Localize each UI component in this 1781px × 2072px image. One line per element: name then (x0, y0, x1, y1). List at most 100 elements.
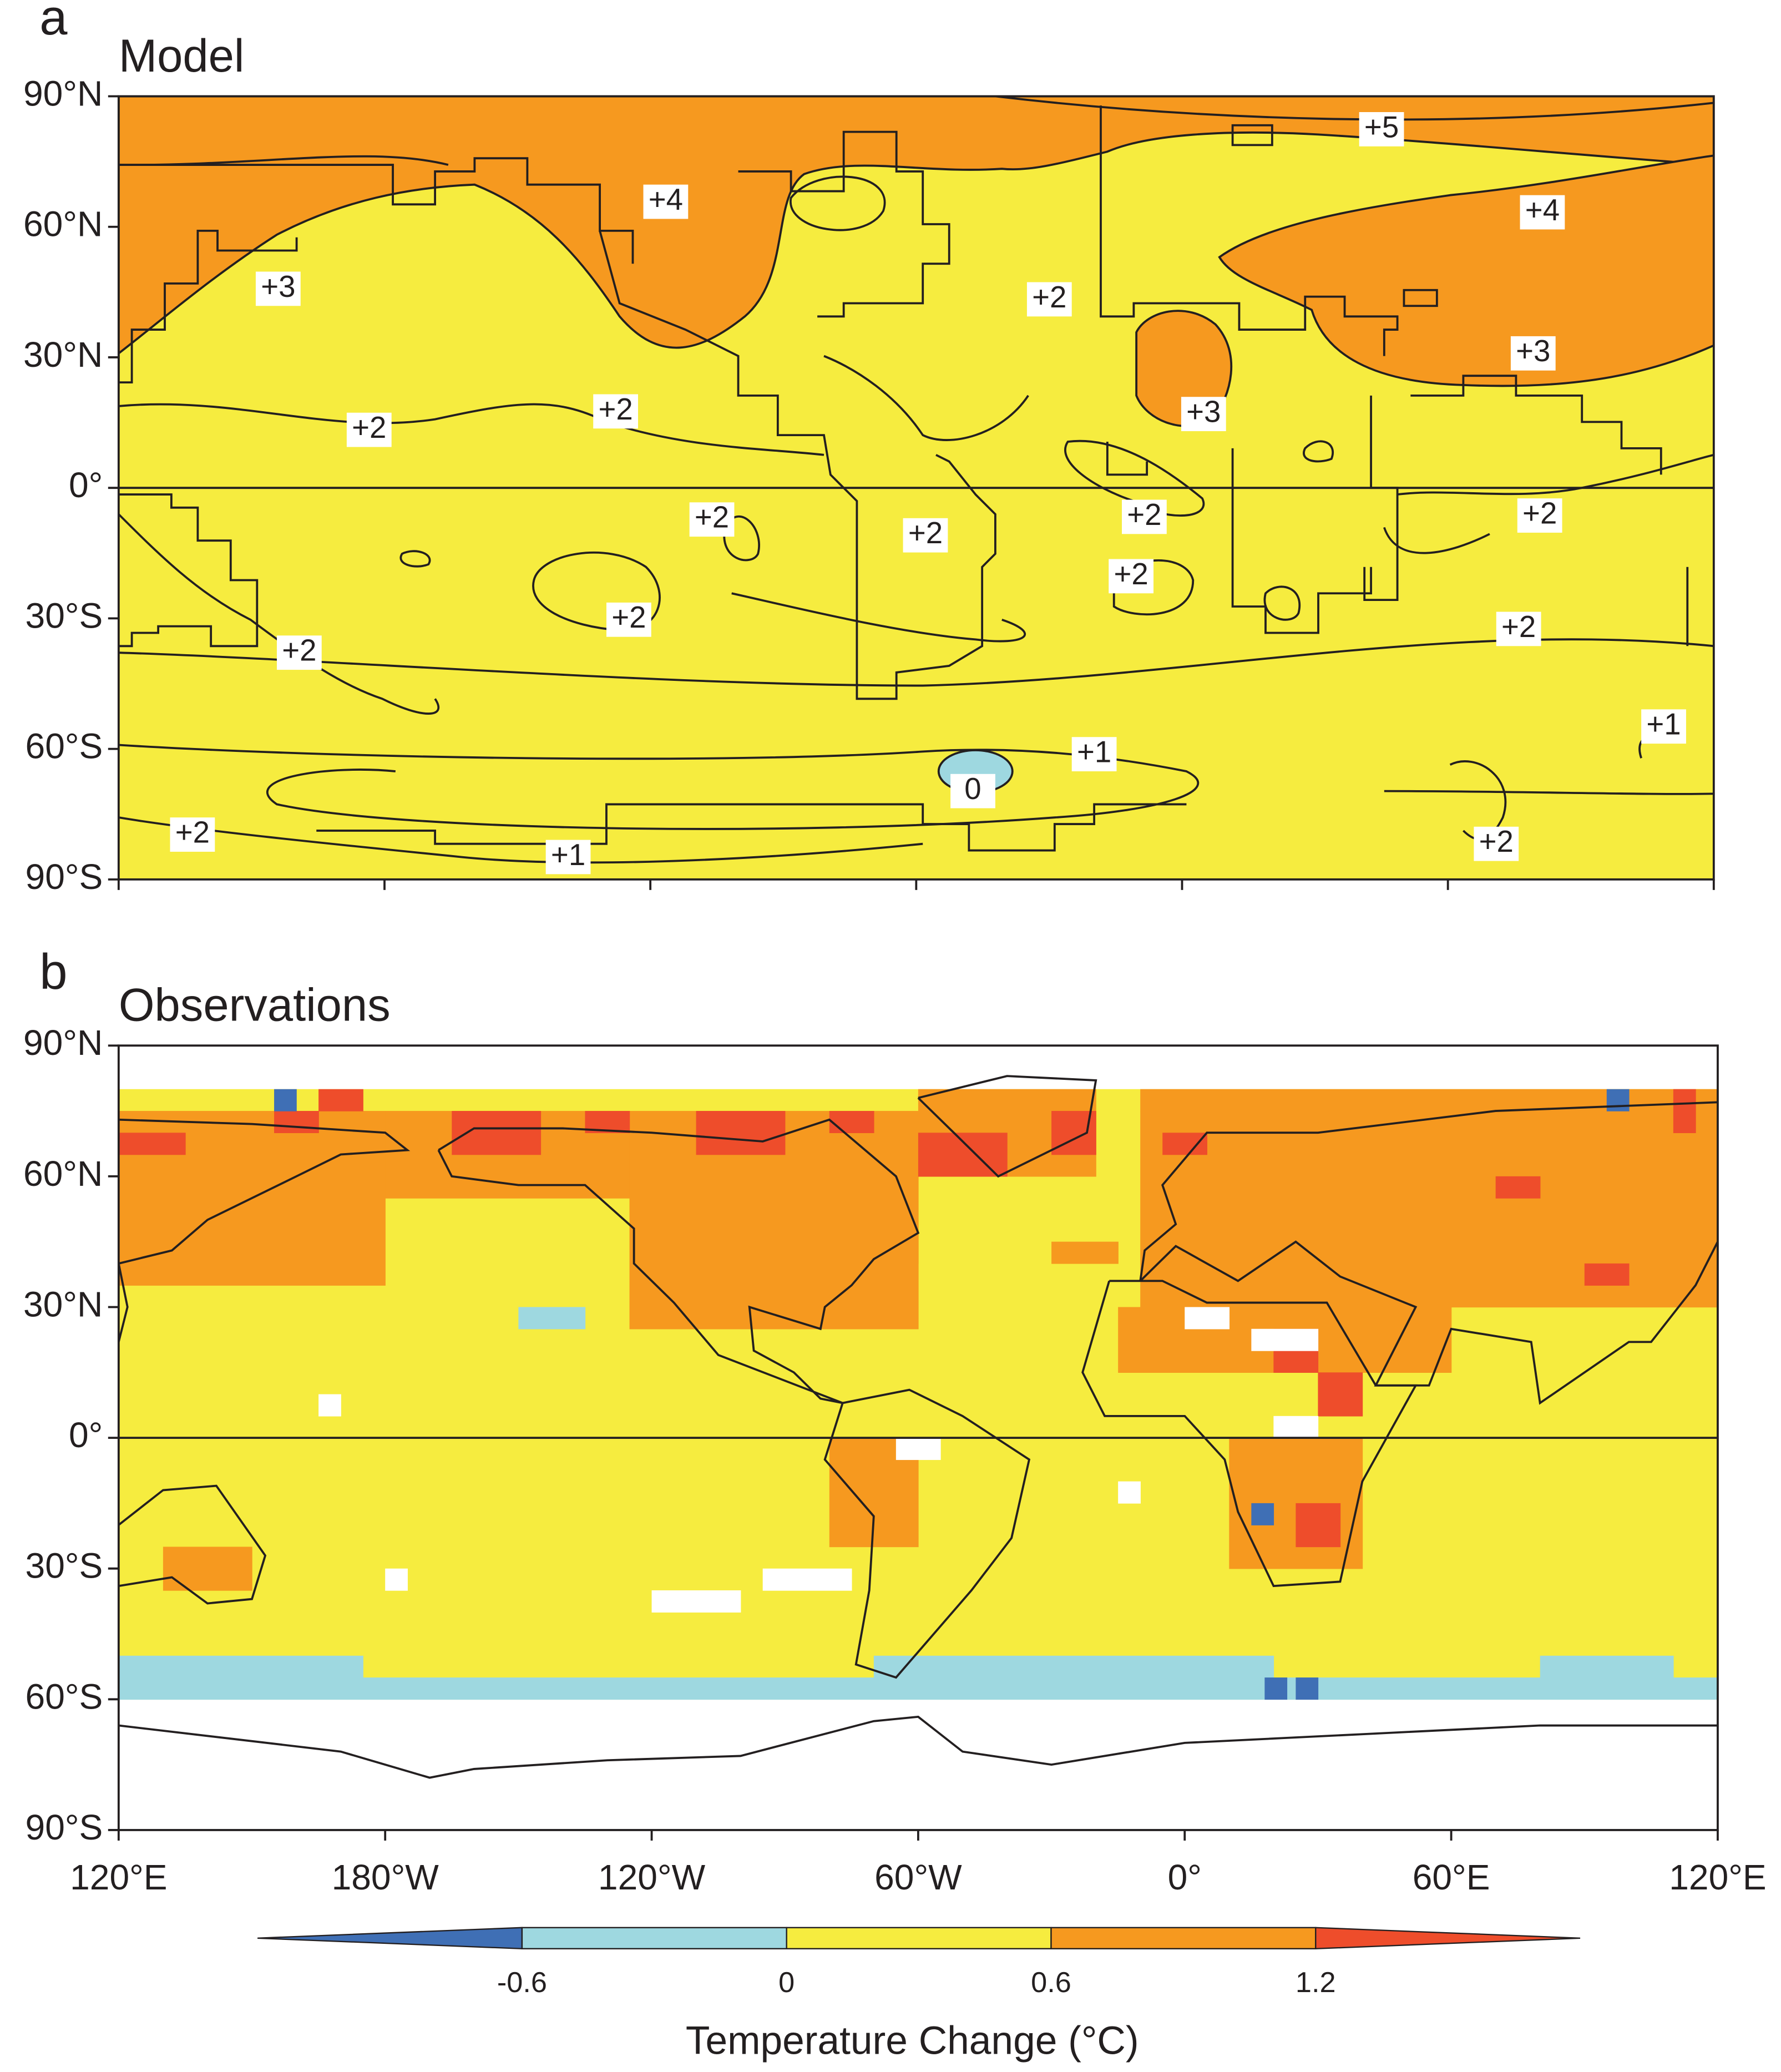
land-outline (790, 175, 886, 231)
x-tick-label: 60°W (874, 1857, 962, 1897)
panel-label: b (39, 944, 67, 1000)
contour-label: 0 (964, 772, 981, 806)
contour-label-box (545, 840, 591, 875)
colorbar-extend (1315, 1927, 1581, 1950)
contour-line (723, 515, 760, 562)
panel-label: a (39, 0, 68, 46)
coastline (1139, 1240, 1718, 1405)
land-outline (1403, 289, 1438, 307)
contour-line (1384, 790, 1714, 795)
grid-cell (696, 1111, 786, 1155)
contour-label-box (1510, 336, 1556, 371)
contour-label: +1 (1077, 735, 1111, 769)
x-tick-label: 120°E (70, 1857, 167, 1897)
contour-line (823, 355, 1029, 441)
warm-region (1218, 154, 1714, 387)
panel-title: Model (119, 30, 245, 82)
contour-line (1064, 439, 1205, 517)
contour-label-box (1641, 709, 1686, 744)
contour-line (1263, 585, 1301, 621)
grid-cell (1296, 1416, 1319, 1438)
colorbar-segment (521, 1927, 787, 1949)
grid-cell (651, 1590, 741, 1613)
contour-label-box (1496, 612, 1541, 646)
grid-cell (318, 1089, 363, 1111)
colorbar-label: Temperature Change (°C) (686, 2019, 1139, 2063)
land-outline (599, 230, 996, 700)
colorbar-segment (1050, 1927, 1317, 1949)
map-area: 90°N 60°N 30°N 0° 30°S 60°S 90°S (23, 1023, 1719, 1847)
land-outline (738, 130, 950, 318)
contour-label: +2 (175, 816, 210, 850)
land-outline (118, 229, 298, 383)
grid-cell (1162, 1133, 1207, 1155)
contour-line (731, 592, 1026, 643)
contour-line (118, 403, 824, 456)
contour-label-box (1181, 397, 1226, 432)
grid-cell (1296, 1677, 1319, 1700)
land-outline (1231, 448, 1372, 634)
grid-cell (873, 1655, 1274, 1678)
grid-cell (829, 1220, 919, 1264)
grid-cell (118, 1677, 1718, 1700)
grid-cell (762, 1568, 852, 1591)
grid-cell (1264, 1677, 1288, 1700)
panel-title: Observations (119, 979, 391, 1031)
contour-line (532, 551, 661, 631)
y-tick-label: 90°S (26, 857, 103, 897)
y-tick-label: 60°S (26, 726, 103, 766)
x-tick-label: 120°E (1669, 1857, 1766, 1897)
contour-label-box (606, 602, 651, 637)
grid-cell (918, 1133, 1008, 1177)
contour-line (118, 638, 1714, 687)
contour-label: +2 (1114, 557, 1148, 591)
contour-label-box (1121, 499, 1167, 534)
colorbar-tick-label: 1.2 (1296, 1967, 1336, 1999)
y-tick-label: 30°N (23, 1284, 103, 1324)
land-outline (1106, 442, 1148, 476)
coastline (1081, 1280, 1418, 1588)
x-tick-label: 0° (1168, 1857, 1202, 1897)
grid-cell (1318, 1372, 1363, 1417)
contour-label: +2 (695, 501, 729, 534)
y-tick-label: 30°N (23, 335, 103, 375)
contour-label: +4 (1525, 193, 1560, 227)
x-tick-label: 120°W (598, 1857, 706, 1897)
grid-cell (1606, 1089, 1630, 1111)
land-outline (1231, 124, 1273, 146)
contour-label-box (903, 518, 948, 553)
land-outline (316, 803, 1187, 852)
y-tick-label: 90°S (26, 1807, 103, 1847)
contour-line (118, 816, 923, 864)
colorbar-extend (257, 1927, 523, 1950)
grid-cell (163, 1547, 252, 1591)
contour-label: +3 (261, 270, 295, 304)
contour-label-box (1026, 282, 1072, 317)
coastline (823, 1388, 1031, 1679)
coastline (437, 1118, 920, 1404)
coastline (1139, 1101, 1718, 1281)
contour-line (399, 550, 431, 568)
contour-line (1303, 440, 1334, 463)
contour-label: +1 (1646, 707, 1681, 741)
grid-cell (274, 1111, 319, 1134)
grid-cell (1251, 1503, 1274, 1525)
grid-cell (829, 1111, 874, 1134)
contour-label-box (1474, 826, 1519, 861)
grid-cell (1251, 1328, 1319, 1351)
coastline (118, 1118, 411, 1342)
colorbar-tick-label: 0 (778, 1967, 795, 1999)
coastline (118, 1484, 267, 1605)
grid-cell (274, 1089, 297, 1111)
grid-cell (518, 1307, 586, 1330)
grid-cell (1296, 1503, 1341, 1548)
contour-label-box (643, 184, 689, 219)
y-tick-label: 30°S (26, 595, 103, 635)
contour-label-box (593, 394, 638, 429)
contour-label: +3 (1186, 395, 1221, 429)
y-tick-label: 60°S (26, 1676, 103, 1716)
grid-cell (1273, 1416, 1297, 1438)
contour-line (118, 744, 1200, 830)
contour-label: +2 (1479, 825, 1514, 858)
contour-label-box (346, 412, 392, 447)
